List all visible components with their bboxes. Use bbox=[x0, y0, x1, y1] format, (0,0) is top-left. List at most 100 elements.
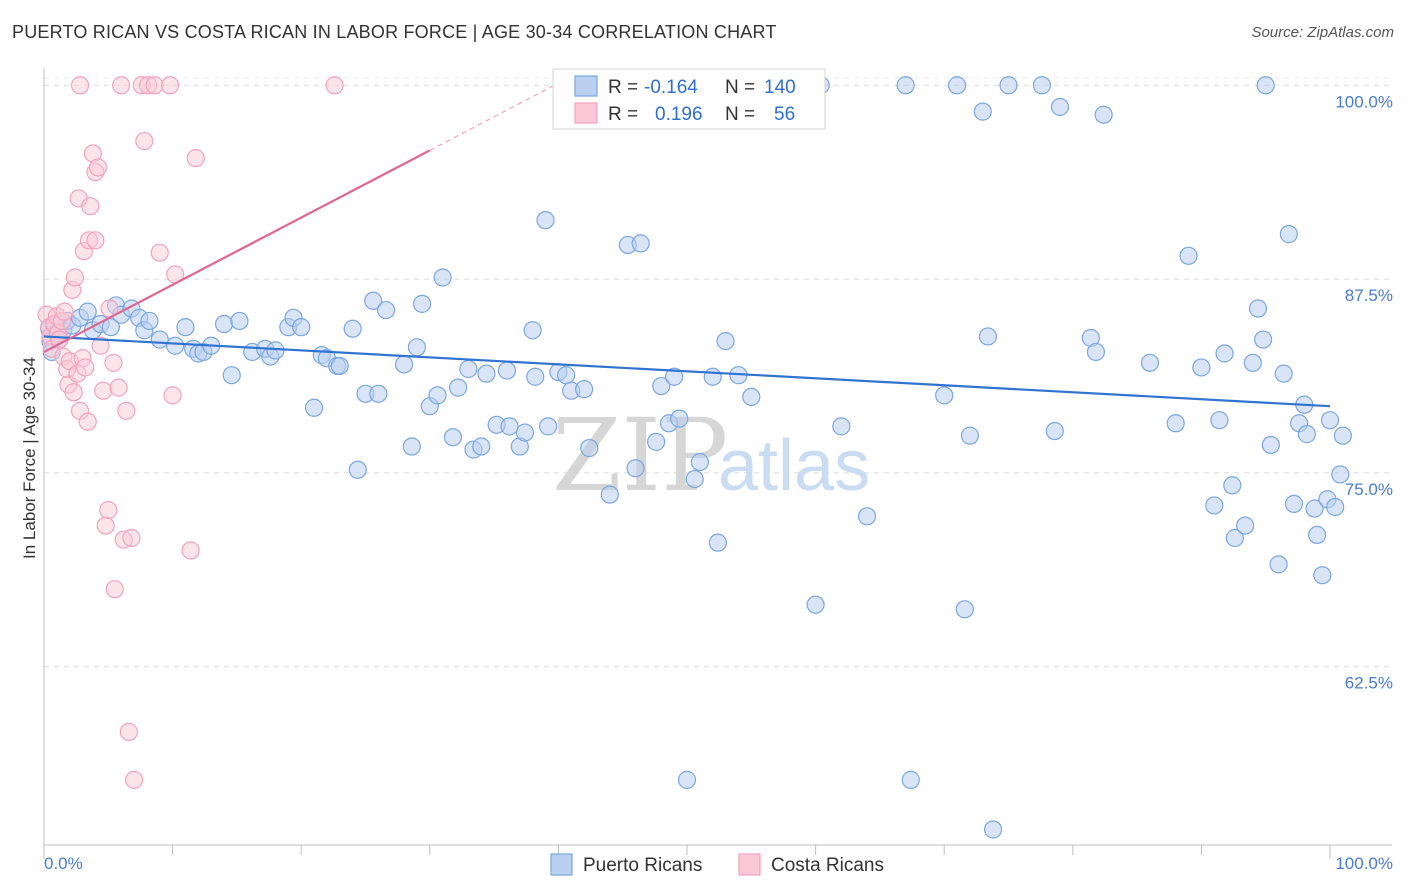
point-puerto-rican-69 bbox=[539, 417, 558, 436]
point-puerto-rican-121 bbox=[1215, 344, 1234, 363]
axes bbox=[43, 68, 1392, 859]
trend-line-puerto-ricans bbox=[43, 335, 1331, 408]
point-puerto-rican-68 bbox=[536, 211, 555, 230]
point-costa-rican-53 bbox=[186, 149, 205, 168]
point-puerto-rican-119 bbox=[1205, 496, 1224, 515]
point-puerto-rican-116 bbox=[1166, 414, 1185, 433]
y-tick-label-2: 87.5% bbox=[1345, 286, 1393, 305]
point-costa-rican-10 bbox=[55, 302, 74, 321]
point-puerto-rican-83 bbox=[665, 367, 684, 386]
point-puerto-rican-124 bbox=[1236, 516, 1255, 535]
legend-swatch-pink bbox=[574, 102, 598, 124]
point-puerto-rican-144 bbox=[1333, 426, 1352, 445]
legend-n-value-pink: 56 bbox=[774, 104, 795, 125]
point-costa-rican-31 bbox=[94, 381, 113, 400]
point-puerto-rican-142 bbox=[1326, 497, 1345, 517]
point-puerto-rican-63 bbox=[500, 417, 519, 436]
point-puerto-rican-20 bbox=[150, 330, 169, 349]
x-tick-labels: 0.0% 100.0% bbox=[44, 854, 1393, 873]
point-puerto-rican-101 bbox=[935, 386, 954, 405]
point-costa-rican-29 bbox=[88, 158, 108, 177]
series-legend-label-blue: Puerto Ricans bbox=[583, 855, 702, 876]
chart-title: PUERTO RICAN VS COSTA RICAN IN LABOR FOR… bbox=[12, 22, 777, 42]
point-puerto-rican-21 bbox=[166, 336, 185, 355]
x-tick-label-max: 100.0% bbox=[1335, 854, 1393, 873]
point-costa-rican-25 bbox=[81, 197, 100, 216]
legend-r-value-blue: -0.164 bbox=[644, 77, 698, 98]
y-tick-label-3: 100.0% bbox=[1335, 92, 1393, 111]
point-puerto-rican-143 bbox=[1331, 465, 1350, 484]
point-puerto-rican-66 bbox=[523, 321, 542, 340]
point-puerto-rican-43 bbox=[348, 460, 367, 479]
point-puerto-rican-107 bbox=[983, 820, 1003, 839]
point-costa-rican-32 bbox=[96, 516, 115, 535]
point-puerto-rican-89 bbox=[708, 533, 727, 552]
point-puerto-rican-97 bbox=[832, 417, 851, 436]
point-puerto-rican-132 bbox=[1279, 225, 1298, 244]
point-puerto-rican-79 bbox=[631, 234, 650, 253]
point-puerto-rican-74 bbox=[580, 438, 599, 458]
series-legend-swatch-pink bbox=[738, 853, 761, 876]
point-puerto-rican-99 bbox=[896, 76, 915, 95]
legend-swatch-blue bbox=[574, 75, 598, 97]
point-puerto-rican-67 bbox=[526, 367, 545, 386]
point-puerto-rican-56 bbox=[448, 378, 468, 397]
point-puerto-rican-100 bbox=[901, 770, 920, 789]
point-puerto-rican-105 bbox=[973, 102, 992, 121]
point-puerto-rican-126 bbox=[1248, 299, 1268, 318]
legend-r-label-pink: R = bbox=[608, 104, 638, 125]
point-puerto-rican-48 bbox=[394, 355, 414, 374]
point-costa-rican-49 bbox=[160, 76, 180, 95]
point-puerto-rican-92 bbox=[742, 387, 761, 407]
point-puerto-rican-138 bbox=[1308, 525, 1327, 545]
point-puerto-rican-141 bbox=[1320, 411, 1340, 430]
point-puerto-rican-118 bbox=[1192, 358, 1211, 377]
point-puerto-rican-28 bbox=[222, 366, 241, 385]
point-puerto-rican-114 bbox=[1094, 105, 1113, 124]
point-puerto-rican-76 bbox=[600, 485, 619, 504]
point-puerto-rican-130 bbox=[1269, 555, 1288, 574]
point-puerto-rican-129 bbox=[1261, 435, 1280, 455]
trend-lines bbox=[43, 76, 1331, 408]
point-costa-rican-43 bbox=[124, 770, 144, 789]
source-credit: Source: ZipAtlas.com bbox=[1251, 24, 1394, 41]
y-axis-label: In Labor Force | Age 30-34 bbox=[20, 357, 39, 559]
point-costa-rican-27 bbox=[86, 231, 105, 250]
point-puerto-rican-113 bbox=[1086, 342, 1106, 362]
point-puerto-rican-133 bbox=[1284, 494, 1304, 513]
point-puerto-rican-46 bbox=[369, 384, 388, 403]
point-puerto-rican-29 bbox=[230, 311, 249, 331]
point-puerto-rican-19 bbox=[140, 311, 159, 331]
point-puerto-rican-131 bbox=[1274, 364, 1293, 383]
point-puerto-rican-110 bbox=[1045, 421, 1064, 441]
point-puerto-rican-27 bbox=[214, 314, 234, 334]
point-puerto-rican-90 bbox=[716, 331, 735, 351]
point-puerto-rican-84 bbox=[670, 409, 689, 428]
point-puerto-rican-49 bbox=[402, 437, 421, 456]
point-puerto-rican-95 bbox=[806, 595, 825, 614]
point-puerto-rican-86 bbox=[685, 469, 704, 489]
point-costa-rican-30 bbox=[91, 336, 110, 355]
point-puerto-rican-104 bbox=[960, 426, 980, 445]
point-puerto-rican-10 bbox=[78, 302, 97, 321]
point-puerto-rican-37 bbox=[304, 398, 324, 417]
legend-r-label-blue: R = bbox=[608, 77, 638, 98]
point-costa-rican-42 bbox=[122, 528, 141, 548]
point-puerto-rican-22 bbox=[176, 318, 195, 337]
point-puerto-rican-81 bbox=[652, 376, 671, 396]
point-costa-rican-50 bbox=[163, 386, 182, 405]
point-puerto-rican-122 bbox=[1223, 476, 1242, 495]
point-costa-rican-33 bbox=[99, 500, 118, 520]
series-legend: Puerto Ricans Costa Ricans bbox=[550, 853, 884, 876]
point-puerto-rican-73 bbox=[575, 380, 594, 399]
point-puerto-rican-50 bbox=[407, 338, 427, 357]
point-costa-rican-48 bbox=[150, 243, 169, 262]
point-puerto-rican-115 bbox=[1140, 353, 1160, 372]
point-puerto-rican-87 bbox=[690, 452, 709, 472]
series-costa-ricans bbox=[37, 76, 344, 789]
point-puerto-rican-55 bbox=[443, 428, 463, 447]
point-puerto-rican-103 bbox=[955, 600, 974, 619]
point-puerto-rican-108 bbox=[999, 76, 1018, 95]
point-puerto-rican-60 bbox=[477, 364, 496, 383]
